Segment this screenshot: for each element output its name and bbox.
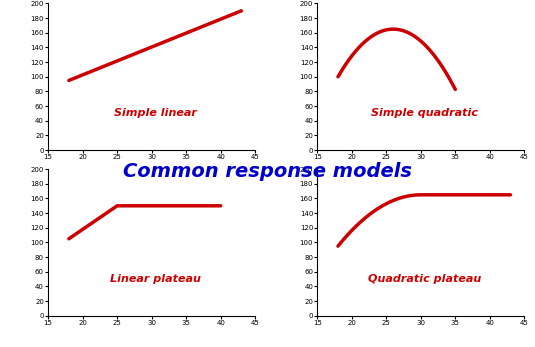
Text: Simple linear: Simple linear xyxy=(114,108,197,118)
Text: Simple quadratic: Simple quadratic xyxy=(371,108,478,118)
Text: Quadratic plateau: Quadratic plateau xyxy=(368,274,482,284)
Text: Common response models: Common response models xyxy=(123,162,412,181)
Text: Linear plateau: Linear plateau xyxy=(110,274,201,284)
